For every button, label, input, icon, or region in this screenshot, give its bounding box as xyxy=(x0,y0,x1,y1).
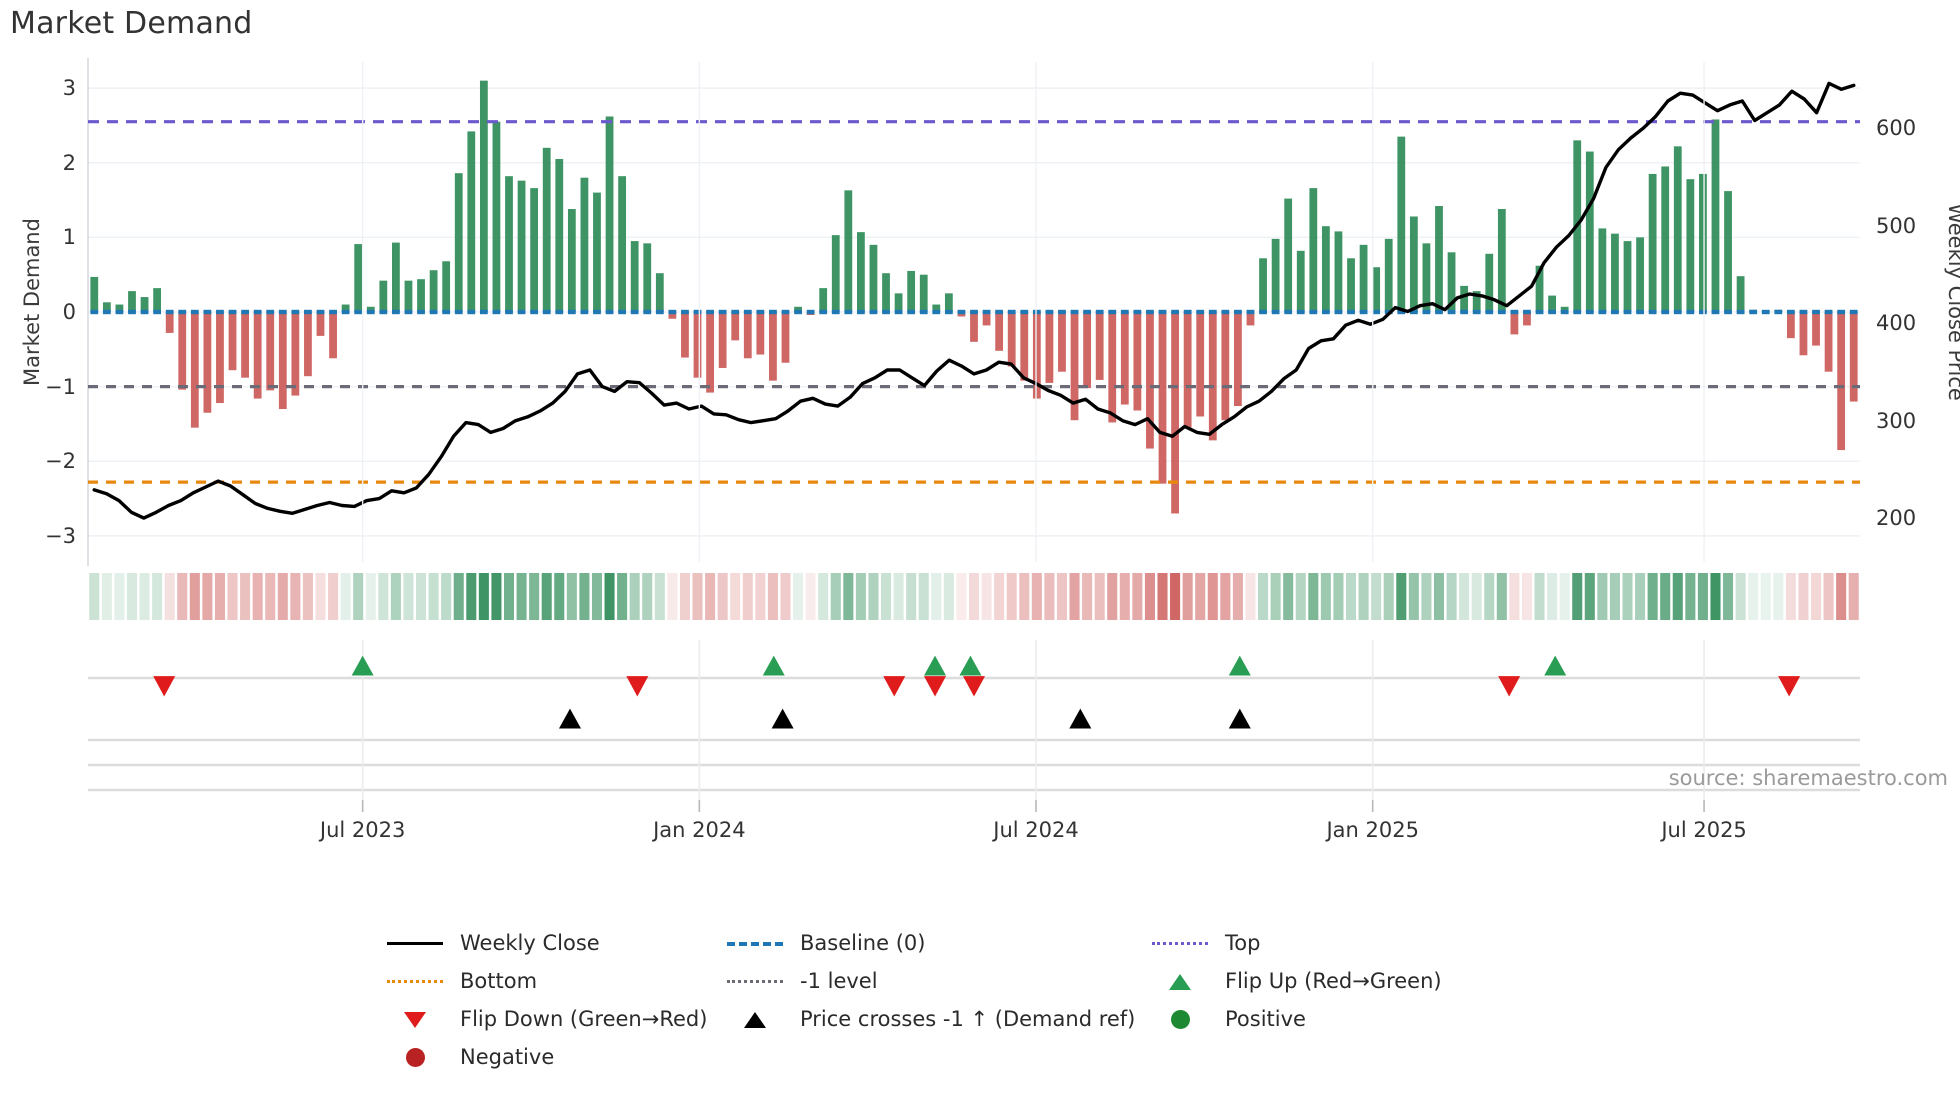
dot-red-icon xyxy=(382,1046,448,1068)
legend-entry[interactable]: Baseline (0) xyxy=(722,931,1147,955)
flip-down-marker xyxy=(153,676,176,697)
legend-label: Negative xyxy=(460,1045,555,1069)
price-cross-marker xyxy=(1069,708,1092,729)
source-attribution: source: sharemaestro.com xyxy=(1668,766,1948,790)
page-title: Market Demand xyxy=(10,6,253,41)
x-axis-tick: Jul 2024 xyxy=(993,818,1079,842)
y-axis-right-label: Weekly Close Price xyxy=(1944,203,1960,401)
legend-entry[interactable]: Flip Up (Red→Green) xyxy=(1147,969,1562,993)
line-dashed-blue-icon xyxy=(722,932,788,954)
x-axis-tick: Jan 2024 xyxy=(653,818,746,842)
price-cross-marker xyxy=(771,708,794,729)
line-dotted-gray-icon xyxy=(722,970,788,992)
legend-entry[interactable]: Bottom xyxy=(382,969,722,993)
flip-down-marker xyxy=(1778,676,1801,697)
flip-down-marker xyxy=(924,676,947,697)
y-axis-right-tick: 400 xyxy=(1876,311,1917,336)
legend-label: Positive xyxy=(1225,1007,1306,1031)
legend-entry[interactable]: Positive xyxy=(1147,1007,1562,1031)
triangle-up-green-icon xyxy=(1147,970,1213,992)
flip-down-marker xyxy=(963,676,985,697)
legend-entry[interactable]: Weekly Close xyxy=(382,931,722,955)
flip-down-marker xyxy=(626,676,649,697)
y-axis-right-tick: 200 xyxy=(1876,506,1917,531)
triangle-down-red-icon xyxy=(382,1008,448,1030)
y-axis-right-tick: 500 xyxy=(1876,213,1917,238)
x-axis-tick: Jan 2025 xyxy=(1326,818,1419,842)
y-axis-left-tick: 3 xyxy=(62,76,76,101)
x-axis-tick: Jul 2025 xyxy=(1661,818,1747,842)
flip-down-marker xyxy=(883,676,906,697)
line-solid-black-icon xyxy=(382,932,448,954)
flip-up-marker xyxy=(924,655,947,676)
y-axis-right-tick: 300 xyxy=(1876,408,1917,433)
flip-up-marker xyxy=(959,655,982,676)
line-dotted-purple-icon xyxy=(1147,932,1213,954)
legend-entry[interactable]: Flip Down (Green→Red) xyxy=(382,1007,722,1031)
legend-label: Top xyxy=(1225,931,1261,955)
flip-up-marker xyxy=(351,655,374,676)
price-cross-marker xyxy=(558,708,581,729)
legend-entry[interactable]: Negative xyxy=(382,1045,722,1069)
chart-legend: Weekly Close Baseline (0) Top Bottom -1 leve… xyxy=(382,924,1562,1076)
flip-up-marker xyxy=(762,655,785,676)
dot-green-icon xyxy=(1147,1008,1213,1030)
flip-up-marker xyxy=(1228,655,1251,676)
price-cross-marker xyxy=(1228,708,1251,729)
legend-label: Price crosses -1 ↑ (Demand ref) xyxy=(800,1007,1136,1031)
legend-entry[interactable]: -1 level xyxy=(722,969,1147,993)
legend-label: Baseline (0) xyxy=(800,931,926,955)
y-axis-left-tick: −3 xyxy=(45,523,76,548)
flip-down-marker xyxy=(1498,676,1521,697)
legend-entry[interactable]: Top xyxy=(1147,931,1562,955)
triangle-up-black-icon xyxy=(722,1008,788,1030)
legend-label: Bottom xyxy=(460,969,538,993)
flip-up-marker xyxy=(1544,655,1567,676)
y-axis-left-tick: 2 xyxy=(62,150,76,175)
legend-label: -1 level xyxy=(800,969,878,993)
x-axis-tick: Jul 2023 xyxy=(319,818,406,842)
legend-entry[interactable]: Price crosses -1 ↑ (Demand ref) xyxy=(722,1007,1147,1031)
y-axis-left-tick: 0 xyxy=(62,300,76,324)
line-dotted-orange-icon xyxy=(382,970,448,992)
legend-label: Flip Down (Green→Red) xyxy=(460,1007,708,1031)
y-axis-right-tick: 600 xyxy=(1876,116,1917,141)
legend-label: Flip Up (Red→Green) xyxy=(1225,969,1442,993)
y-axis-left-tick: 1 xyxy=(62,225,76,250)
legend-label: Weekly Close xyxy=(460,931,600,955)
y-axis-left-tick: −2 xyxy=(45,449,76,474)
y-axis-left-tick: −1 xyxy=(45,374,76,399)
